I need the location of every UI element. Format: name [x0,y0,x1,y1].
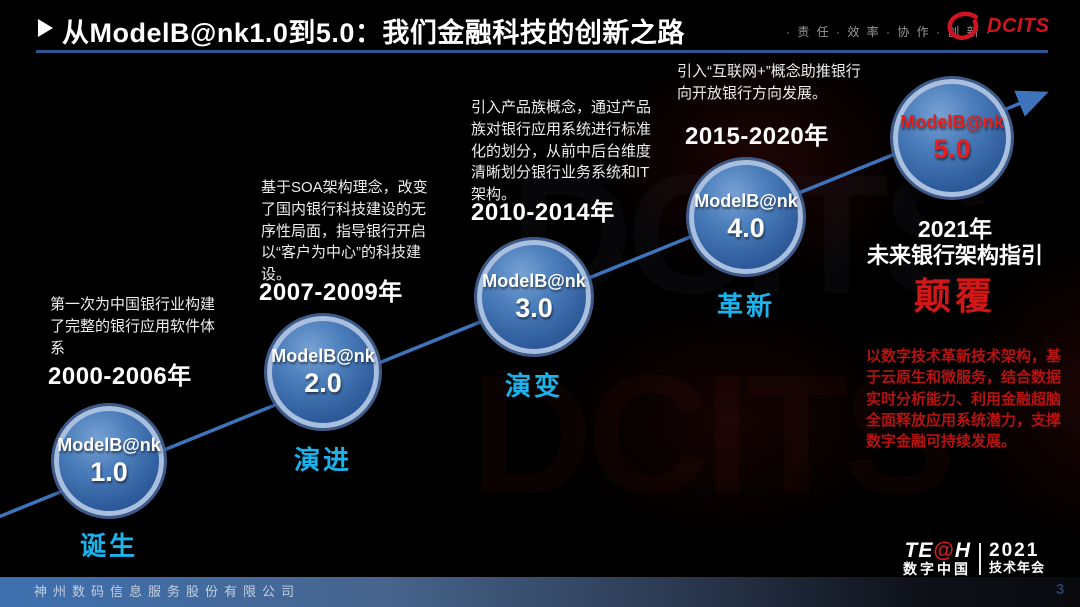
milestone-3-version: 3.0 [515,292,553,323]
milestone-5-years: 2021年 [917,216,993,242]
milestone-4-version: 4.0 [727,212,765,243]
milestone-5-stage: 颠覆 [914,276,996,317]
tech-logo-year: 2021 [989,539,1040,561]
milestone-3-years: 2010-2014年 [471,199,615,226]
milestone-3-product: ModelB@nk [482,270,586,291]
milestone-2-years: 2007-2009年 [259,279,403,306]
milestone-3-stage: 演变 [504,371,563,401]
dcits-logo-text: DCITS [987,14,1050,37]
tech-logo-right: 2021 技术年会 [989,541,1045,577]
dcits-swoosh-icon [947,11,979,40]
footer-bar: 神州数码信息服务股份有限公司 [0,577,1080,607]
milestone-1-version: 1.0 [90,456,128,487]
play-triangle-icon [38,19,53,37]
milestone-1-years: 2000-2006年 [48,363,192,390]
milestone-4-sphere: ModelB@nk 4.0 [689,160,803,274]
page-title: 从ModelB@nk1.0到5.0：我们金融科技的创新之路 [62,18,685,48]
company-name: 神州数码信息服务股份有限公司 [34,584,301,599]
milestone-5-product: ModelB@nk [900,111,1004,132]
company-slogan: · 责 任 · 效 率 · 协 作 · 创 新 · [786,25,992,39]
tech-post: H [954,539,971,562]
milestone-2-description: 基于SOA架构理念，改变了国内银行科技建设的无序性局面，指导银行开启以“客户为中… [261,179,428,283]
milestone-1-product: ModelB@nk [57,434,161,455]
tech-annual-meeting-logo: TE@H 数字中国 2021 技术年会 [903,540,1045,578]
milestone-1-description: 第一次为中国银行业构建了完整的银行应用软件体系 [50,296,216,357]
tech-logo-left: TE@H 数字中国 [903,540,971,578]
milestone-5-sphere: ModelB@nk 5.0 [893,79,1011,197]
milestone-2-version: 2.0 [304,367,342,398]
at-icon: @ [933,539,955,562]
title-underline [36,50,1048,53]
tech-logo-event: 技术年会 [989,559,1046,575]
milestone-5-description: 以数字技术革新技术架构，基于云原生和微服务，结合数据实时分析能力、利用金融超脑全… [866,348,1062,451]
milestone-4-description: 引入“互联网+”概念助推银行向开放银行方向发展。 [677,63,861,102]
tech-logo-divider [979,542,981,575]
milestone-5-subtitle: 未来银行架构指引 [866,243,1043,268]
milestone-4-product: ModelB@nk [694,190,798,211]
milestone-3-description: 引入产品族概念，通过产品族对银行应用系统进行标准化的划分，从前中后台维度清晰划分… [471,99,652,203]
milestone-1-sphere: ModelB@nk 1.0 [54,406,164,516]
page-number: 3 [1056,581,1065,598]
tech-logo-wordmark: TE@H [903,540,971,561]
milestone-2-sphere: ModelB@nk 2.0 [267,316,379,428]
milestone-1-stage: 诞生 [79,531,138,561]
tech-logo-chinese: 数字中国 [903,561,971,577]
milestone-2-stage: 演进 [293,445,352,475]
milestone-4-years: 2015-2020年 [685,123,829,150]
milestone-2-product: ModelB@nk [271,345,375,366]
tech-pre: TE [904,539,934,562]
milestone-3-sphere: ModelB@nk 3.0 [477,240,591,354]
milestone-5-version: 5.0 [933,133,971,164]
milestone-4-stage: 革新 [716,291,775,321]
dcits-logo: DCITS [946,11,1050,41]
